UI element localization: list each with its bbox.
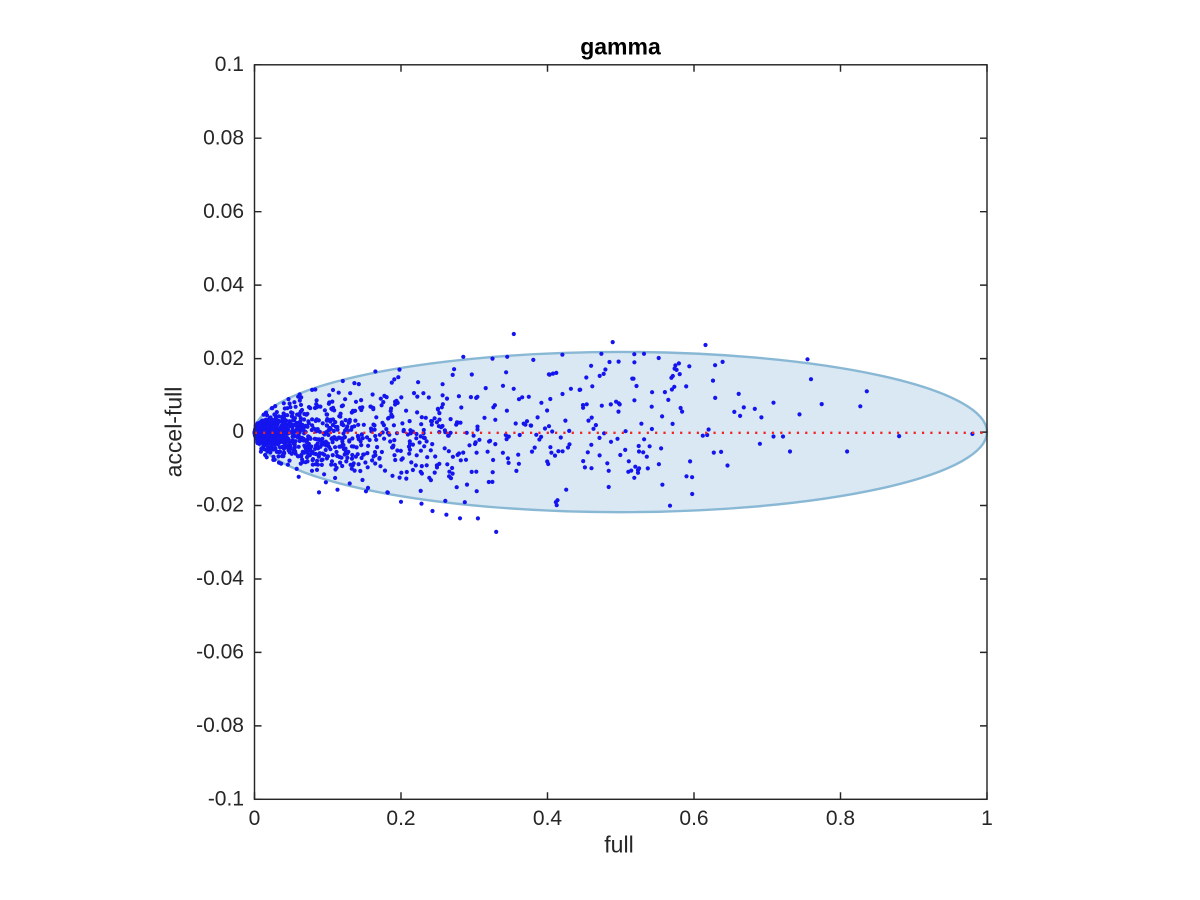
- svg-text:0.4: 0.4: [533, 807, 563, 830]
- svg-text:-0.04: -0.04: [196, 567, 244, 590]
- svg-text:-0.06: -0.06: [196, 641, 244, 664]
- svg-text:0: 0: [249, 807, 261, 830]
- svg-text:0.6: 0.6: [679, 807, 708, 830]
- svg-text:-0.1: -0.1: [208, 788, 244, 811]
- svg-text:accel-full: accel-full: [161, 387, 187, 478]
- svg-text:-0.02: -0.02: [196, 494, 244, 517]
- svg-text:0.04: 0.04: [203, 273, 244, 296]
- svg-text:1: 1: [981, 807, 993, 830]
- svg-text:0.8: 0.8: [826, 807, 855, 830]
- svg-text:0: 0: [232, 420, 244, 443]
- svg-text:0.08: 0.08: [203, 126, 244, 149]
- svg-text:0.1: 0.1: [215, 53, 244, 76]
- svg-text:-0.08: -0.08: [196, 714, 244, 737]
- svg-text:0.2: 0.2: [386, 807, 415, 830]
- svg-text:full: full: [604, 831, 633, 857]
- svg-text:0.02: 0.02: [203, 347, 244, 370]
- svg-text:gamma: gamma: [580, 34, 661, 60]
- svg-text:0.06: 0.06: [203, 200, 244, 223]
